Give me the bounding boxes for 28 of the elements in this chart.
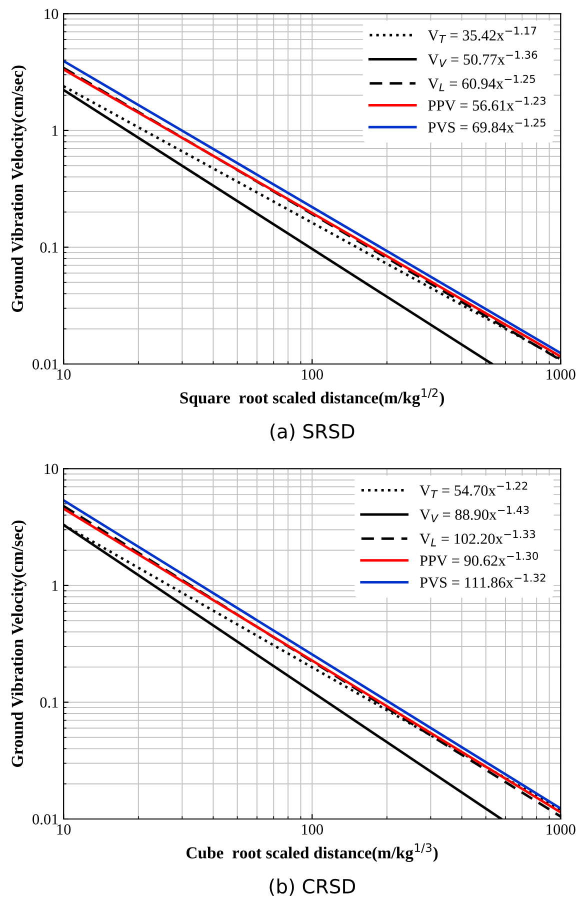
y-axis-title: Ground Vibration Velocity(cm/sec) <box>11 520 26 767</box>
legend-label: PVS = 111.86x$^{−1.32}$ <box>420 574 546 588</box>
x-tick-label: 100 <box>302 824 323 835</box>
text: (b) CRSD <box>270 878 356 896</box>
x-axis-title: Square root scaled distance(m/kg$^{1/2}$) <box>180 388 444 407</box>
y-tick-label: 0.1 <box>40 697 58 708</box>
y-axis-title: Ground Vibration Velocity(cm/sec) <box>11 66 26 312</box>
y-tick-label: 10 <box>44 8 58 20</box>
text: (a) SRSD <box>270 424 354 441</box>
y-tick-label: 0.01 <box>32 814 58 825</box>
legend-label: V$_{L}$ = 60.94x$^{−1.25}$ <box>428 74 535 92</box>
y-tick-label: 1 <box>52 126 58 136</box>
legend-label: V$_{L}$ = 102.20x$^{−1.33}$ <box>420 530 536 546</box>
legend-label: V$_{T}$ = 54.70x$^{−1.22}$ <box>420 482 528 498</box>
legend-label: V$_{T}$ = 35.42x$^{−1.17}$ <box>428 26 536 43</box>
y-tick-label: 10 <box>44 464 58 474</box>
legend-label: PPV = 56.61x$^{−1.23}$ <box>428 96 546 111</box>
y-tick-label: 1 <box>52 580 58 591</box>
legend-label: PVS = 69.84x$^{−1.25}$ <box>428 118 546 133</box>
legend-label: V$_{V}$ = 50.77x$^{−1.36}$ <box>428 50 538 68</box>
x-tick-label: 1000 <box>546 824 576 835</box>
y-tick-label: 0.1 <box>40 242 58 253</box>
x-tick-label: 100 <box>302 369 323 380</box>
x-tick-label: 1000 <box>546 369 576 380</box>
x-axis-title: Cube root scaled distance(m/kg$^{1/3}$) <box>186 843 438 862</box>
legend-label: V$_{V}$ = 88.90x$^{−1.43}$ <box>420 506 529 522</box>
y-tick-label: 0.01 <box>32 359 58 370</box>
legend-label: PPV = 90.62x$^{−1.30}$ <box>420 552 538 566</box>
